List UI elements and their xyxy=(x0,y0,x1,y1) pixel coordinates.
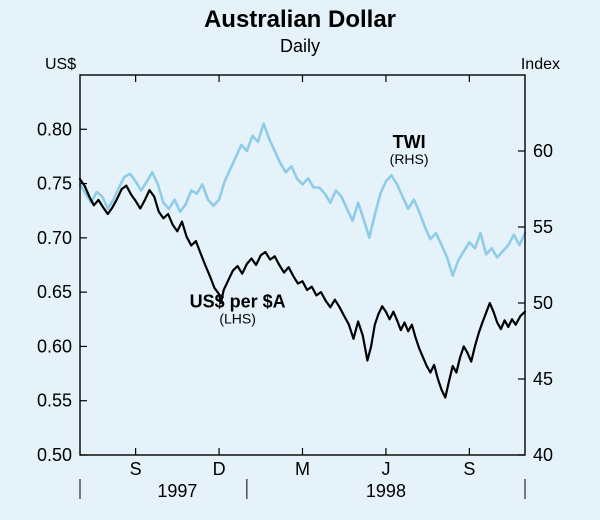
left-tick-label: 0.60 xyxy=(37,336,72,356)
x-tick-label: S xyxy=(463,459,475,479)
right-axis-label: Index xyxy=(521,56,560,73)
left-tick-label: 0.80 xyxy=(37,119,72,139)
right-tick-label: 60 xyxy=(533,141,553,161)
x-tick-label: D xyxy=(213,459,226,479)
year-label: 1998 xyxy=(366,481,406,501)
left-tick-label: 0.55 xyxy=(37,391,72,411)
year-label: 1997 xyxy=(157,481,197,501)
right-tick-label: 45 xyxy=(533,369,553,389)
left-axis-label: US$ xyxy=(45,56,76,73)
usd-label: US$ per $A xyxy=(190,291,286,311)
left-tick-label: 0.65 xyxy=(37,282,72,302)
usd-line xyxy=(80,179,525,397)
right-tick-label: 40 xyxy=(533,445,553,465)
twi-label: TWI xyxy=(393,132,426,152)
x-tick-label: M xyxy=(295,459,310,479)
left-tick-label: 0.70 xyxy=(37,228,72,248)
right-tick-label: 55 xyxy=(533,217,553,237)
x-tick-label: S xyxy=(130,459,142,479)
right-tick-label: 50 xyxy=(533,293,553,313)
left-tick-label: 0.50 xyxy=(37,445,72,465)
x-tick-label: J xyxy=(381,459,390,479)
usd-sublabel: (LHS) xyxy=(219,310,256,326)
twi-line xyxy=(80,124,525,276)
chart-canvas: 0.50 0.55 0.60 0.65 0.70 0.75 0.80 40 45 50 55 60 S D… xyxy=(0,0,600,520)
left-tick-label: 0.75 xyxy=(37,174,72,194)
twi-sublabel: (RHS) xyxy=(390,151,429,167)
plot-border xyxy=(80,75,525,455)
